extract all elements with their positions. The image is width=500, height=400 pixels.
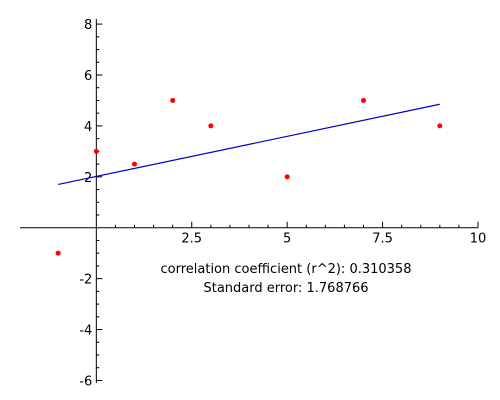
tick-labels: 2.557.510-6-4-22468 (79, 18, 486, 389)
y-tick-label: 8 (84, 18, 92, 33)
y-tick-label: 4 (84, 120, 92, 135)
data-point (55, 250, 61, 256)
standard-error-annotation: Standard error: 1.768766 (203, 281, 368, 296)
data-point (284, 174, 290, 180)
data-point (361, 97, 366, 103)
x-tick-label: 5 (283, 232, 291, 247)
correlation-annotation: correlation coefficient (r^2): 0.310358 (161, 262, 412, 277)
data-point (437, 123, 443, 129)
y-tick-label: -2 (79, 273, 92, 288)
y-tick-label: 6 (84, 69, 92, 84)
x-tick-label: 10 (470, 232, 487, 247)
data-point (208, 123, 214, 129)
data-point (170, 97, 176, 103)
data-point (132, 161, 137, 167)
regression-line-group (58, 103, 440, 186)
x-tick-label: 7.5 (372, 232, 393, 247)
x-tick-label: 2.5 (181, 232, 202, 247)
regression-line (58, 103, 440, 186)
y-tick-label: -6 (79, 374, 92, 389)
data-point (93, 148, 99, 154)
y-tick-label: -4 (79, 324, 92, 339)
data-points (55, 97, 443, 256)
axis-ticks (96, 23, 479, 381)
